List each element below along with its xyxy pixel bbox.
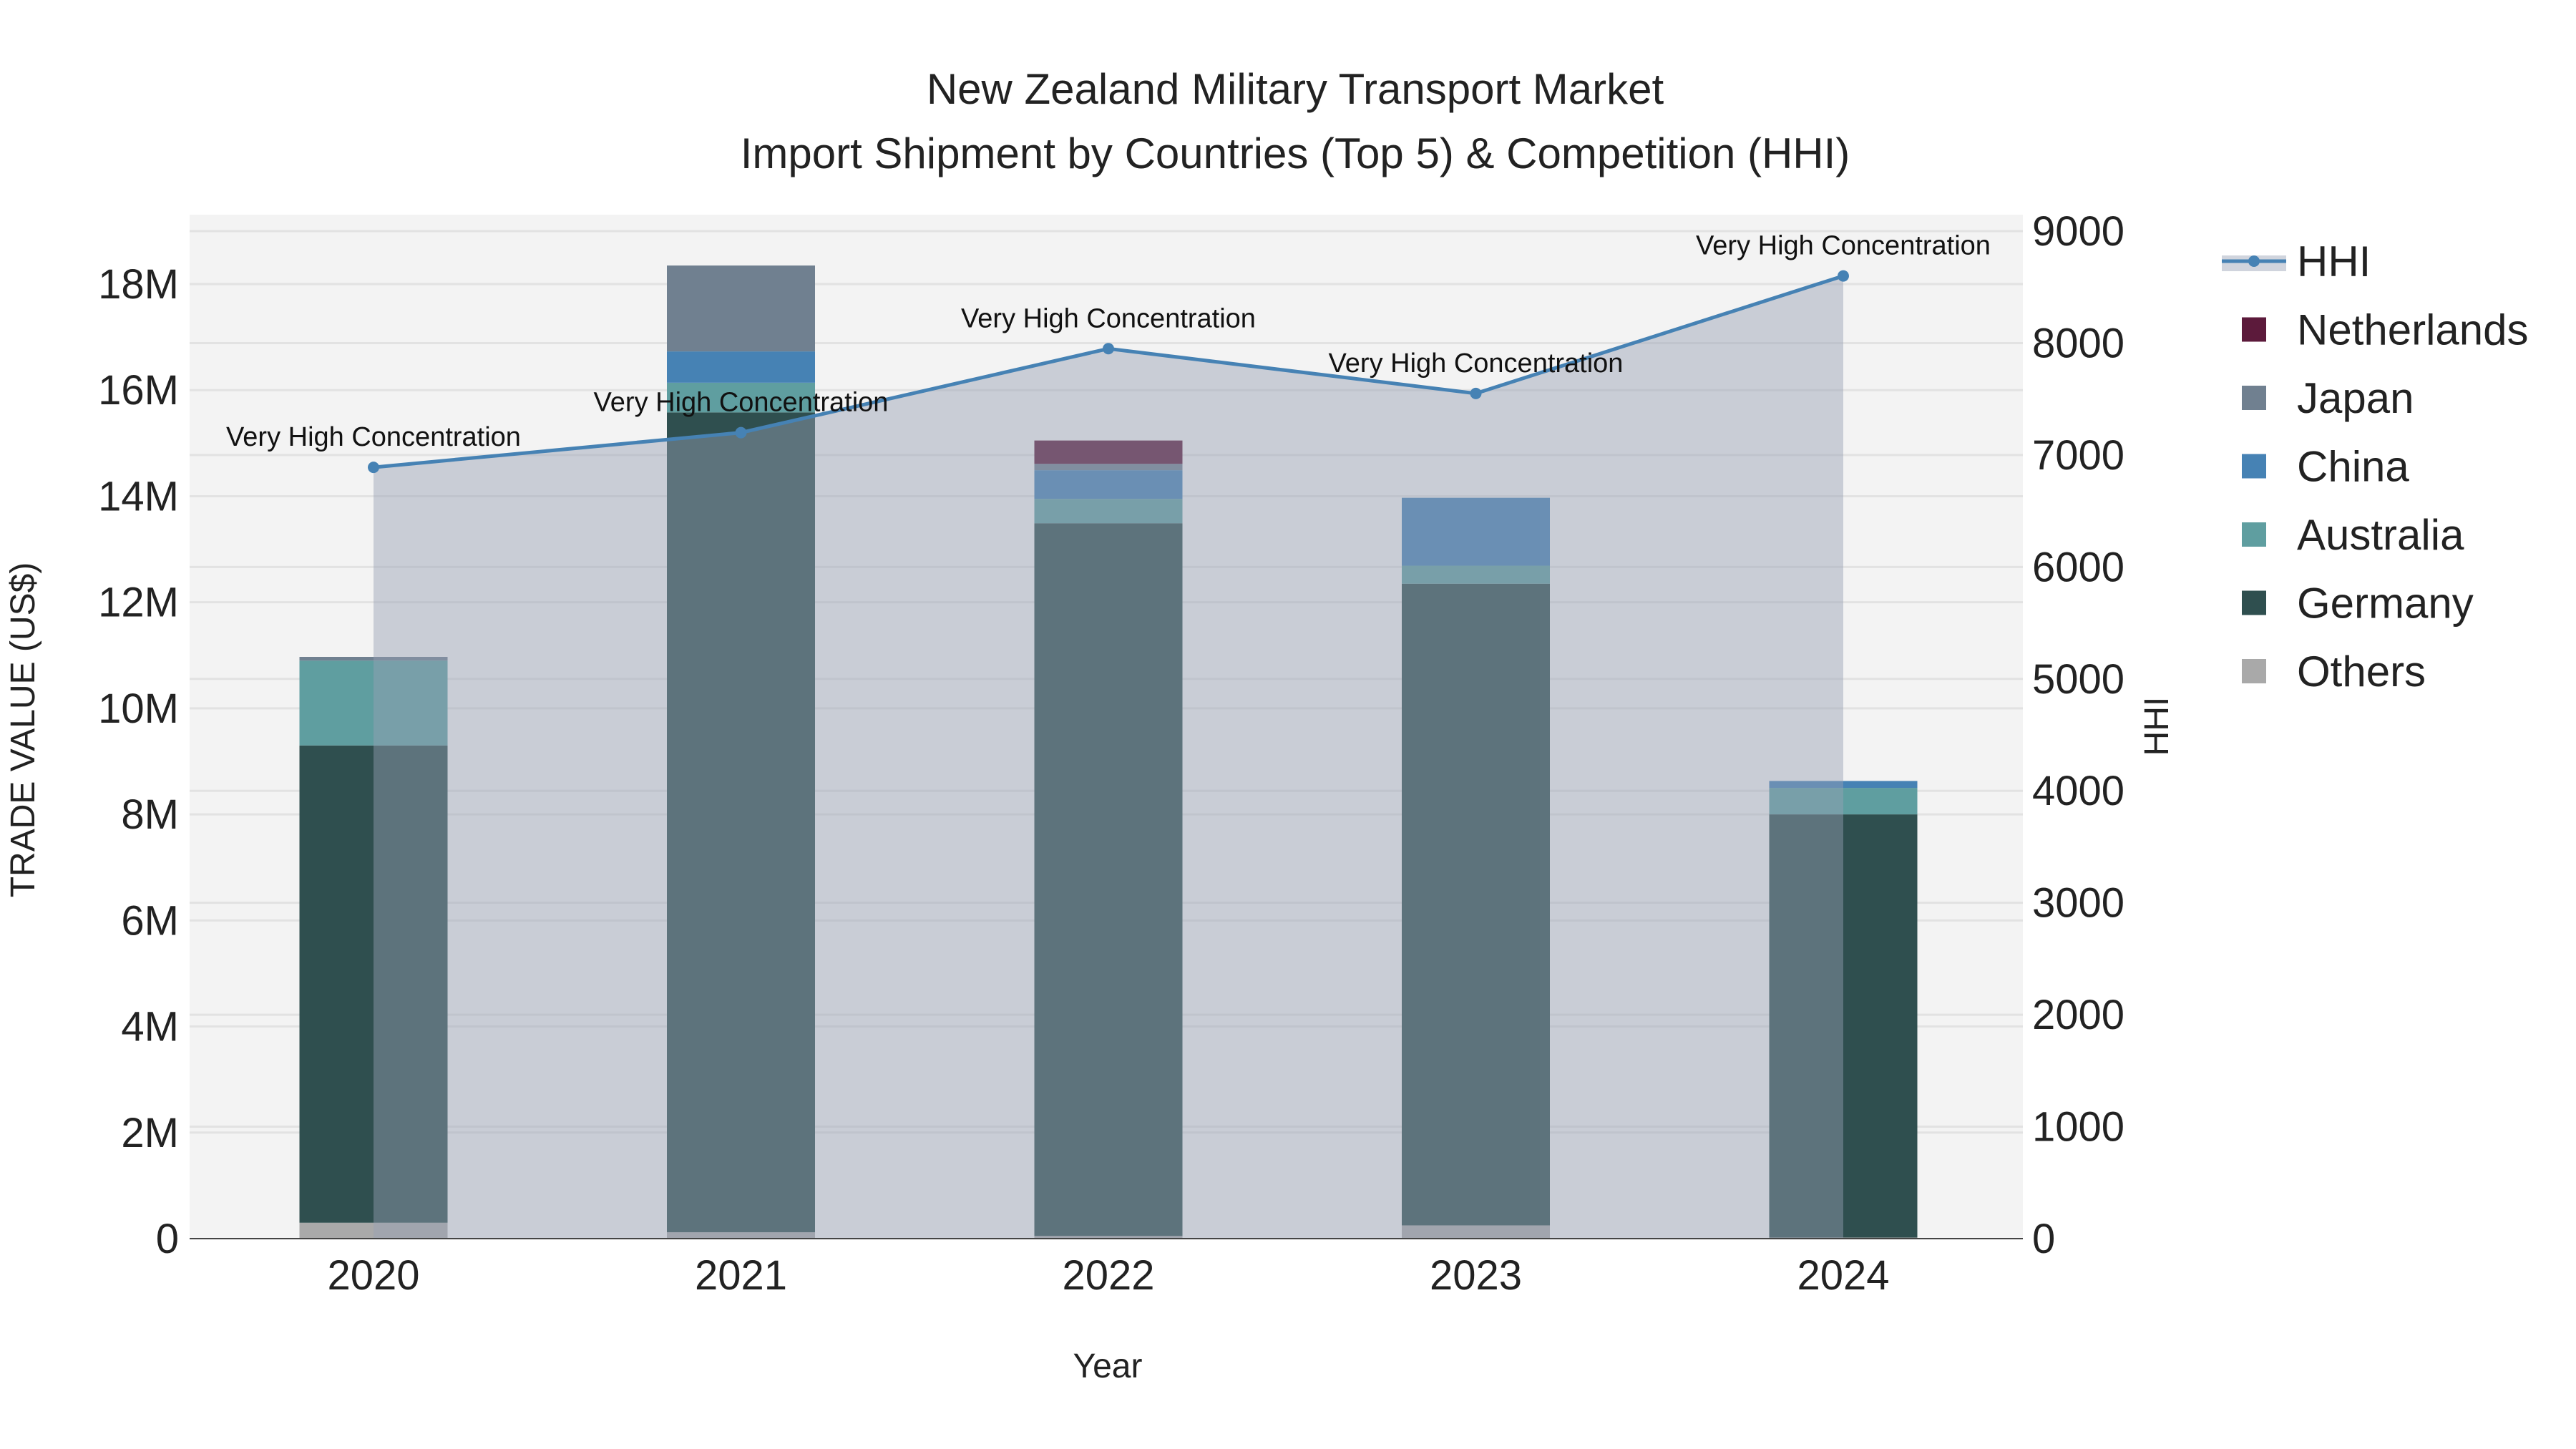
x-tick-label: 2023 [1430,1252,1522,1299]
x-tick-label: 2020 [327,1252,419,1299]
bar-germany-2024 [1769,814,1918,1238]
legend-label-japan: Japan [2297,374,2414,422]
bar-australia-2020 [299,660,448,746]
y-tick-label: 18M [98,261,179,308]
legend-label-australia: Australia [2297,511,2464,559]
legend-swatch-japan [2242,386,2266,410]
y2-axis-title: HHI [2138,697,2176,756]
y-tick-label: 6M [121,897,179,944]
bar-australia-2023 [1402,565,1550,584]
y2-tick-label: 1000 [2032,1104,2124,1151]
legend-label-others: Others [2297,648,2426,696]
hhi-annotation-2024: Very High Concentration [1696,231,1991,261]
hhi-point-2022 [1103,343,1114,355]
y2-tick-label: 7000 [2032,432,2124,479]
bars [299,265,1918,1239]
bar-china-2022 [1034,470,1183,499]
legend-label-hhi: HHI [2297,238,2371,286]
y2-tick-label: 5000 [2032,656,2124,703]
legend-swatch-others [2242,659,2266,683]
y-tick-label: 0 [156,1216,179,1262]
x-tick-label: 2024 [1797,1252,1889,1299]
chart-title: New Zealand Military Transport Market [927,65,1664,113]
legend-swatch-germany [2242,590,2266,615]
hhi-point-2023 [1470,387,1482,399]
y-tick-label: 8M [121,791,179,838]
hhi-area [374,275,1843,1239]
bar-china-2023 [1402,497,1550,566]
bar-japan-2020 [299,657,448,661]
bar-others-2022 [1034,1236,1183,1239]
legend-label-germany: Germany [2297,580,2474,628]
bar-germany-2021 [667,412,815,1233]
legend: HHI Netherlands Japan China Australia Germany… [2222,238,2529,696]
bar-germany-2020 [299,745,448,1223]
bar-japan-2022 [1034,464,1183,471]
y-axis-title: TRADE VALUE (US$) [4,562,42,898]
y-tick-label: 4M [121,1004,179,1050]
y-tick-label: 2M [121,1110,179,1156]
bar-germany-2023 [1402,583,1550,1226]
y-tick-label: 14M [98,473,179,519]
chart-subtitle: Import Shipment by Countries (Top 5) & C… [741,130,1850,177]
y2-tick-label: 2000 [2032,992,2124,1038]
bar-japan-2021 [667,265,815,352]
bar-australia-2021 [667,382,815,413]
x-axis-ticks: 2020 2021 2022 2023 2024 [327,1252,1889,1299]
y2-tick-label: 0 [2032,1216,2055,1262]
y2-tick-label: 3000 [2032,880,2124,927]
y2-tick-label: 8000 [2032,320,2124,366]
hhi-series: Very High Concentration Very High Concent… [226,231,1991,1239]
hhi-annotation-2020: Very High Concentration [226,422,521,452]
legend-label-netherlands: Netherlands [2297,306,2529,354]
y-axis-ticks: 0 2M 4M 6M 8M 10M 12M 14M 16M 18M [98,261,179,1262]
hhi-point-2020 [368,462,379,474]
bar-others-2020 [299,1222,448,1239]
y-tick-label: 10M [98,686,179,732]
bar-others-2023 [1402,1225,1550,1239]
y-tick-label: 16M [98,367,179,414]
legend-label-china: China [2297,443,2409,491]
y2-tick-label: 6000 [2032,544,2124,590]
hhi-point-2024 [1838,270,1849,282]
y2-tick-label: 4000 [2032,768,2124,814]
bar-germany-2022 [1034,523,1183,1236]
y2-axis-ticks: 0 1000 2000 3000 4000 5000 6000 7000 8000 9000 [2032,208,2124,1262]
bar-china-2024 [1769,781,1918,789]
legend-swatch-australia [2242,522,2266,547]
bar-netherlands-2022 [1034,440,1183,464]
y2-tick-label: 9000 [2032,208,2124,255]
hhi-annotation-2021: Very High Concentration [594,388,889,418]
x-axis-title: Year [1073,1347,1143,1385]
bar-australia-2024 [1769,788,1918,815]
bar-china-2021 [667,351,815,383]
x-tick-label: 2021 [695,1252,787,1299]
bar-australia-2022 [1034,499,1183,524]
legend-hhi-marker [2248,255,2260,267]
hhi-point-2021 [735,426,747,439]
hhi-annotation-2022: Very High Concentration [961,303,1256,333]
y-tick-label: 12M [98,580,179,626]
legend-swatch-netherlands [2242,317,2266,342]
hhi-annotation-2023: Very High Concentration [1329,348,1624,379]
x-tick-label: 2022 [1062,1252,1154,1299]
legend-swatch-china [2242,454,2266,479]
bar-others-2021 [667,1232,815,1239]
